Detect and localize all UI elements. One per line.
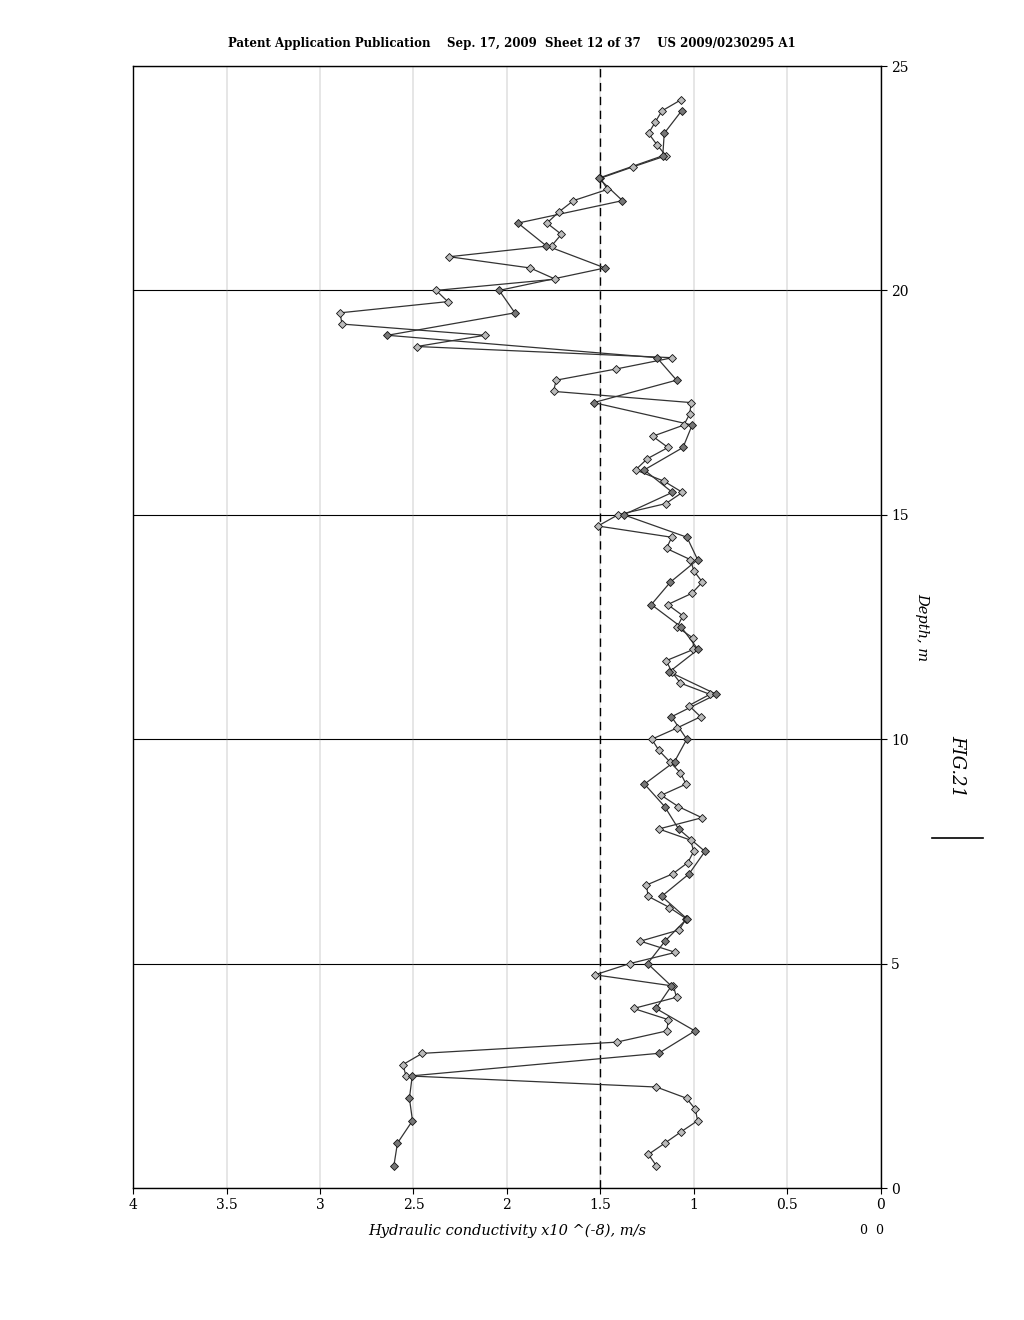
X-axis label: Hydraulic conductivity x10 ^(-8), m/s: Hydraulic conductivity x10 ^(-8), m/s xyxy=(368,1224,646,1238)
Text: FIG.21: FIG.21 xyxy=(948,734,967,797)
Text: Patent Application Publication    Sep. 17, 2009  Sheet 12 of 37    US 2009/02302: Patent Application Publication Sep. 17, … xyxy=(228,37,796,50)
Y-axis label: Depth, m: Depth, m xyxy=(915,593,930,661)
Text: 0  0: 0 0 xyxy=(860,1224,885,1237)
